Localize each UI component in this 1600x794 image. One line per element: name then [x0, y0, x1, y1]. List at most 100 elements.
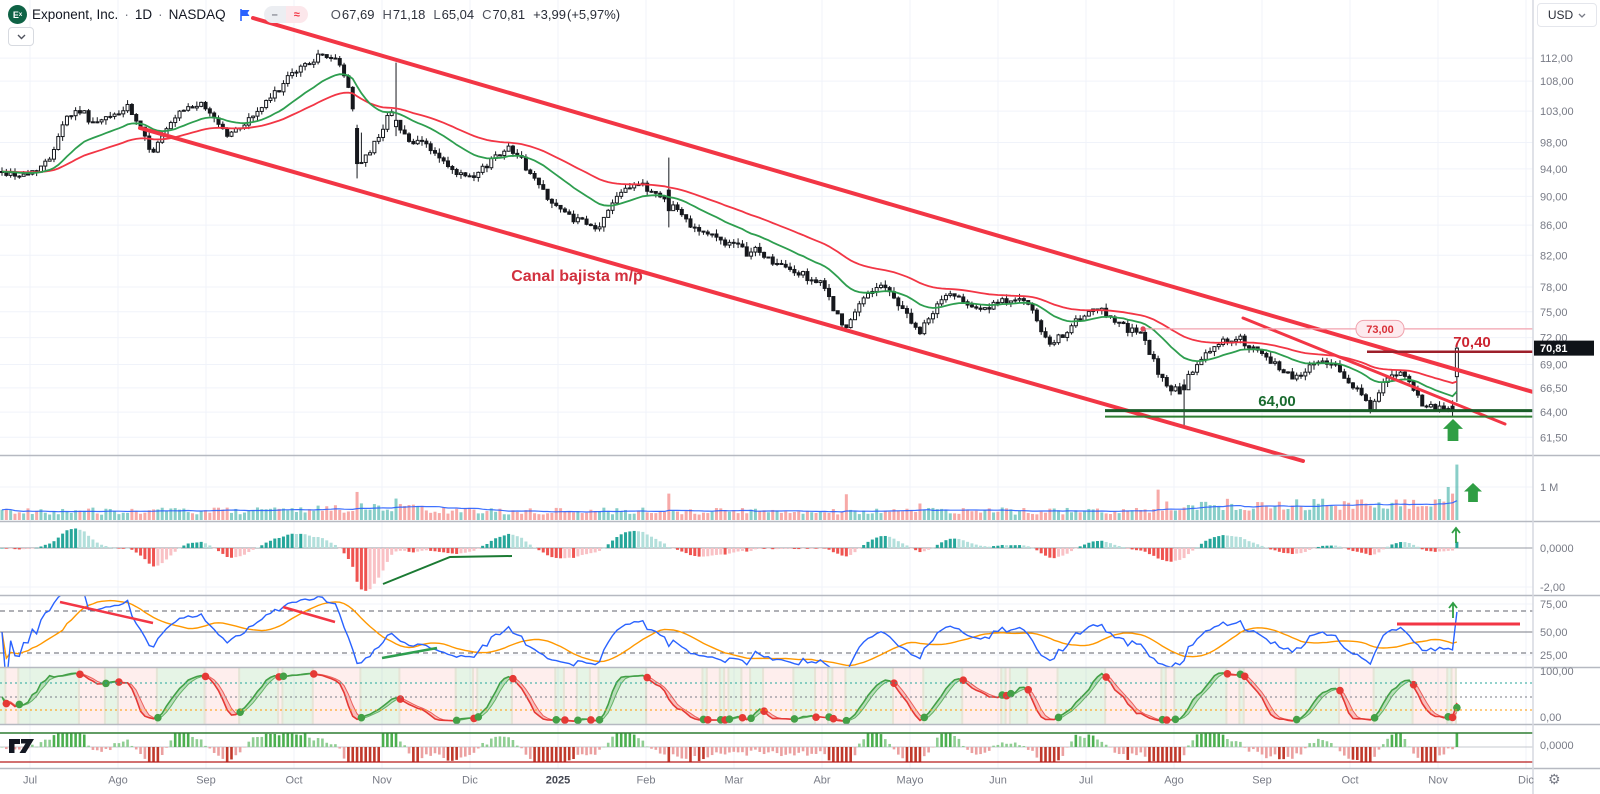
svg-text:Jun: Jun [989, 775, 1007, 787]
flag-icon[interactable] [238, 8, 252, 22]
svg-text:86,00: 86,00 [1540, 220, 1568, 232]
level-64-label[interactable]: 64,00 [1258, 393, 1296, 410]
chevron-down-icon [17, 34, 25, 39]
svg-text:100,00: 100,00 [1540, 666, 1574, 678]
channel-label[interactable]: Canal bajista m/p [511, 268, 643, 285]
svg-text:66,50: 66,50 [1540, 383, 1568, 395]
timeframe-button[interactable]: 1D [134, 7, 153, 22]
svg-text:103,00: 103,00 [1540, 106, 1574, 118]
level-73-pill[interactable] [1355, 319, 1405, 338]
inner-trendline[interactable] [1241, 316, 1507, 426]
svg-text:0,0000: 0,0000 [1540, 740, 1574, 752]
svg-text:Sep: Sep [196, 775, 216, 787]
svg-text:64,00: 64,00 [1540, 407, 1568, 419]
currency-selector[interactable]: USD [1537, 3, 1597, 27]
drawings: Canal bajista m/p 73,00 70,40 64,00 [138, 16, 1533, 463]
change-percent: (+5,97%) [567, 7, 621, 22]
title-separator: · [124, 7, 129, 22]
level-73-anchor-dot[interactable] [1140, 326, 1146, 332]
svg-text:82,00: 82,00 [1540, 250, 1568, 262]
rsi-divergence-line[interactable] [381, 646, 438, 660]
wave-pill-icon[interactable]: ≈ [285, 6, 308, 23]
macd-histogram [0, 528, 1459, 591]
svg-text:78,00: 78,00 [1540, 282, 1568, 294]
chevron-down-icon [1578, 13, 1586, 18]
low-value: 65,04 [441, 7, 475, 22]
close-label: C [482, 7, 492, 22]
svg-text:Oct: Oct [285, 775, 302, 787]
svg-text:Dic: Dic [462, 775, 478, 787]
svg-text:Ago: Ago [1164, 775, 1184, 787]
stochastic-ribbon [1, 669, 1461, 725]
symbol-title[interactable]: Exponent, Inc. [32, 7, 119, 22]
tradingview-logo[interactable] [8, 736, 38, 756]
svg-text:Oct: Oct [1341, 775, 1358, 787]
minus-pill-icon[interactable]: – [263, 6, 286, 23]
svg-text:94,00: 94,00 [1540, 164, 1568, 176]
symbol-logo[interactable]: Eˣ [8, 5, 27, 24]
buy-signal-arrow-icon[interactable] [1443, 419, 1463, 441]
lower-channel-trendline[interactable] [138, 126, 1305, 463]
gridlines [0, 0, 1533, 768]
svg-text:108,00: 108,00 [1540, 76, 1574, 88]
upper-channel-trendline[interactable] [251, 16, 1533, 394]
open-label: O [330, 7, 341, 22]
svg-text:0,0000: 0,0000 [1540, 543, 1574, 555]
high-value: 71,18 [392, 7, 426, 22]
low-label: L [433, 7, 441, 22]
svg-text:Dic: Dic [1518, 775, 1534, 787]
collapse-header-button[interactable] [8, 27, 34, 46]
svg-text:Abr: Abr [813, 775, 830, 787]
open-value: 67,69 [341, 7, 375, 22]
candlestick-series [0, 49, 1459, 427]
svg-text:Jul: Jul [1079, 775, 1093, 787]
svg-text:50,00: 50,00 [1540, 627, 1568, 639]
svg-text:90,00: 90,00 [1540, 191, 1568, 203]
svg-text:25,00: 25,00 [1540, 650, 1568, 662]
change-value: +3,99 [533, 7, 566, 22]
macd-divergence-line[interactable] [382, 555, 513, 585]
close-value: 70,81 [492, 7, 526, 22]
svg-text:Sep: Sep [1252, 775, 1272, 787]
macd-up-arrow-icon[interactable] [1451, 526, 1461, 543]
rsi-lines [1, 596, 1458, 668]
title-separator: · [158, 7, 163, 22]
exchange-label: NASDAQ [168, 7, 226, 22]
currency-label: USD [1547, 8, 1574, 22]
svg-text:75,00: 75,00 [1540, 599, 1568, 611]
svg-text:-2,00: -2,00 [1540, 582, 1565, 594]
gear-icon[interactable]: ⚙ [1548, 771, 1561, 787]
svg-text:0,00: 0,00 [1540, 712, 1561, 724]
rsi-divergence-line[interactable] [282, 605, 336, 624]
svg-text:Nov: Nov [1428, 775, 1448, 787]
svg-text:1 M: 1 M [1540, 482, 1558, 494]
moving-averages [1, 73, 1458, 398]
svg-text:Ago: Ago [108, 775, 128, 787]
svg-text:Nov: Nov [372, 775, 392, 787]
high-label: H [382, 7, 392, 22]
drawing-visibility-pills: – ≈ [263, 6, 308, 23]
level-73-label: 73,00 [1366, 324, 1394, 336]
svg-text:61,50: 61,50 [1540, 432, 1568, 444]
last-price-label: 70,81 [1540, 343, 1568, 355]
last-price-badge [1534, 340, 1594, 356]
price-axis[interactable]: 112,00 108,00 103,00 98,00 94,00 90,00 86,00 82… [1534, 53, 1594, 752]
svg-text:Mayo: Mayo [897, 775, 924, 787]
svg-text:112,00: 112,00 [1540, 53, 1573, 65]
svg-text:Mar: Mar [725, 775, 744, 787]
rsi-up-arrow-icon[interactable] [1448, 601, 1458, 618]
time-axis[interactable]: Jul Ago Sep Oct Nov Dic 2025 Feb Mar Abr Mayo Jun Ju… [23, 775, 1534, 787]
momentum-histogram [0, 733, 1459, 762]
volume-histogram [0, 464, 1459, 520]
rsi-divergence-line[interactable] [59, 600, 154, 625]
level-70-40-label[interactable]: 70,40 [1453, 334, 1491, 351]
symbol-header: Eˣ Exponent, Inc. · 1D · NASDAQ – ≈ O 67,… [8, 5, 620, 24]
svg-text:Feb: Feb [637, 775, 656, 787]
volume-spike-arrow-icon[interactable] [1464, 483, 1482, 502]
svg-text:75,00: 75,00 [1540, 307, 1568, 319]
svg-text:Jul: Jul [23, 775, 37, 787]
svg-text:98,00: 98,00 [1540, 138, 1568, 150]
